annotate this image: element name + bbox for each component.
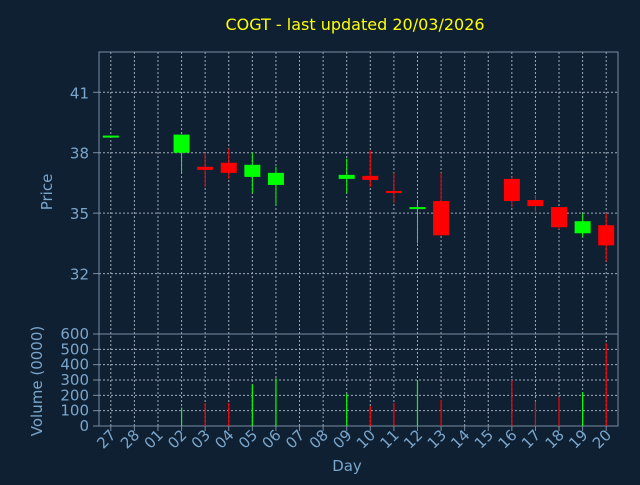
- candle-body: [267, 172, 284, 185]
- x-axis-label: Day: [332, 457, 362, 475]
- candle-body: [409, 207, 426, 210]
- price-axis-label: Price: [38, 174, 56, 211]
- candle-body: [197, 166, 214, 170]
- price-tick-label: 35: [70, 205, 89, 223]
- volume-tick-label: 200: [60, 386, 89, 404]
- candle-body: [433, 201, 450, 236]
- price-tick-label: 41: [70, 84, 89, 102]
- candle-body: [385, 190, 402, 193]
- volume-tick-label: 100: [60, 402, 89, 420]
- candle-body: [598, 225, 615, 246]
- price-tick-label: 38: [70, 145, 89, 163]
- candle-body: [574, 221, 591, 234]
- candle-body: [338, 174, 355, 179]
- volume-tick-label: 500: [60, 340, 89, 358]
- volume-tick-label: 300: [60, 371, 89, 389]
- candle-body: [527, 200, 544, 207]
- candle-body: [551, 207, 568, 228]
- candle-body: [244, 164, 261, 177]
- volume-tick-label: 400: [60, 356, 89, 374]
- price-panel: 32 35 38 41: [70, 51, 619, 426]
- candle-body: [362, 175, 379, 180]
- volume-tick-label: 600: [60, 325, 89, 343]
- volume-axis-label: Volume (0000): [28, 326, 46, 436]
- candle-body: [220, 162, 237, 173]
- candle-body: [173, 134, 190, 153]
- candle-body: [102, 135, 119, 138]
- volume-tick-label: 0: [79, 417, 89, 435]
- chart-title: COGT - last updated 20/03/2026: [225, 15, 484, 34]
- price-tick-label: 32: [70, 266, 89, 284]
- candle-body: [503, 178, 520, 202]
- volume-panel-frame: [98, 333, 619, 427]
